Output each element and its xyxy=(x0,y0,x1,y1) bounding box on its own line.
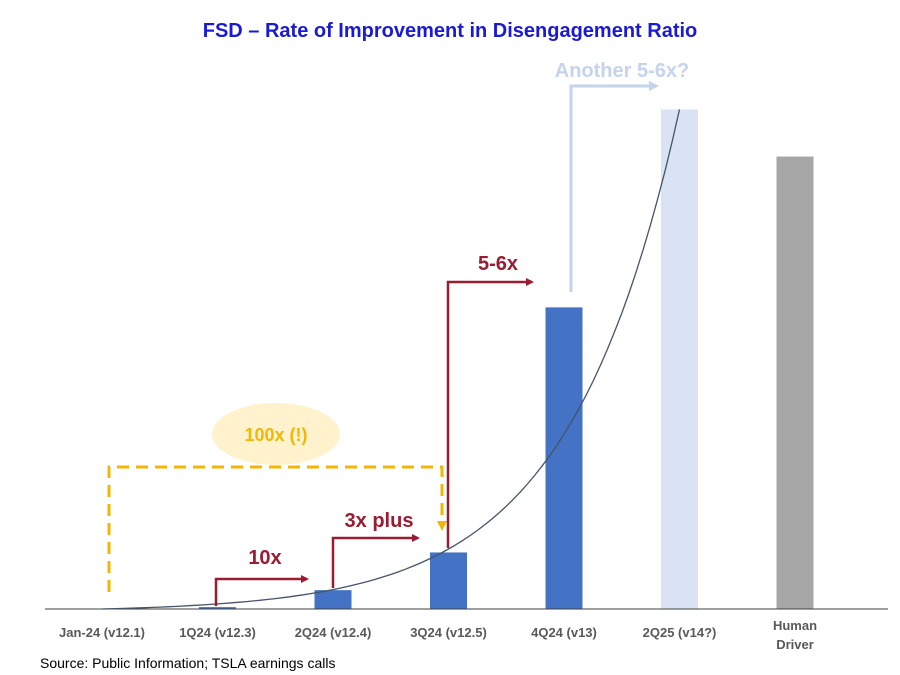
chart-title: FSD – Rate of Improvement in Disengageme… xyxy=(203,20,698,42)
trend-curve xyxy=(101,109,681,610)
arrow-3x xyxy=(331,534,420,588)
x-tick-label-1: 1Q24 (v12.3) xyxy=(179,625,256,640)
arrow-5-6x xyxy=(446,278,534,548)
x-tick-label-6: Human Driver xyxy=(773,618,817,652)
arrow-another xyxy=(569,81,659,292)
x-tick-label-4: 4Q24 (v13) xyxy=(531,625,597,640)
label-another: Another 5-6x? xyxy=(555,60,689,82)
bar-5 xyxy=(661,109,698,609)
bar-2 xyxy=(314,590,352,609)
bar-1 xyxy=(199,607,236,609)
x-tick-label-0: Jan-24 (v12.1) xyxy=(59,625,145,640)
bar-group xyxy=(83,109,814,610)
x-tick-label-5: 2Q25 (v14?) xyxy=(643,625,717,640)
label-3x: 3x plus xyxy=(345,510,414,532)
label-5-6x: 5-6x xyxy=(478,253,518,275)
arrow-10x xyxy=(214,575,309,606)
x-tick-label-2: 2Q24 (v12.4) xyxy=(295,625,372,640)
bar-6 xyxy=(776,156,814,610)
bar-4 xyxy=(545,307,583,609)
x-tick-label-3: 3Q24 (v12.5) xyxy=(410,625,487,640)
label-100x: 100x (!) xyxy=(244,425,307,445)
bracket-100x xyxy=(107,465,447,592)
source-note: Source: Public Information; TSLA earning… xyxy=(40,655,335,671)
label-10x: 10x xyxy=(248,547,281,569)
bar-3 xyxy=(430,552,467,609)
x-tick-labels: Jan-24 (v12.1) 1Q24 (v12.3) 2Q24 (v12.4) 3Q… xyxy=(59,618,817,652)
bubble-100x xyxy=(212,403,340,465)
